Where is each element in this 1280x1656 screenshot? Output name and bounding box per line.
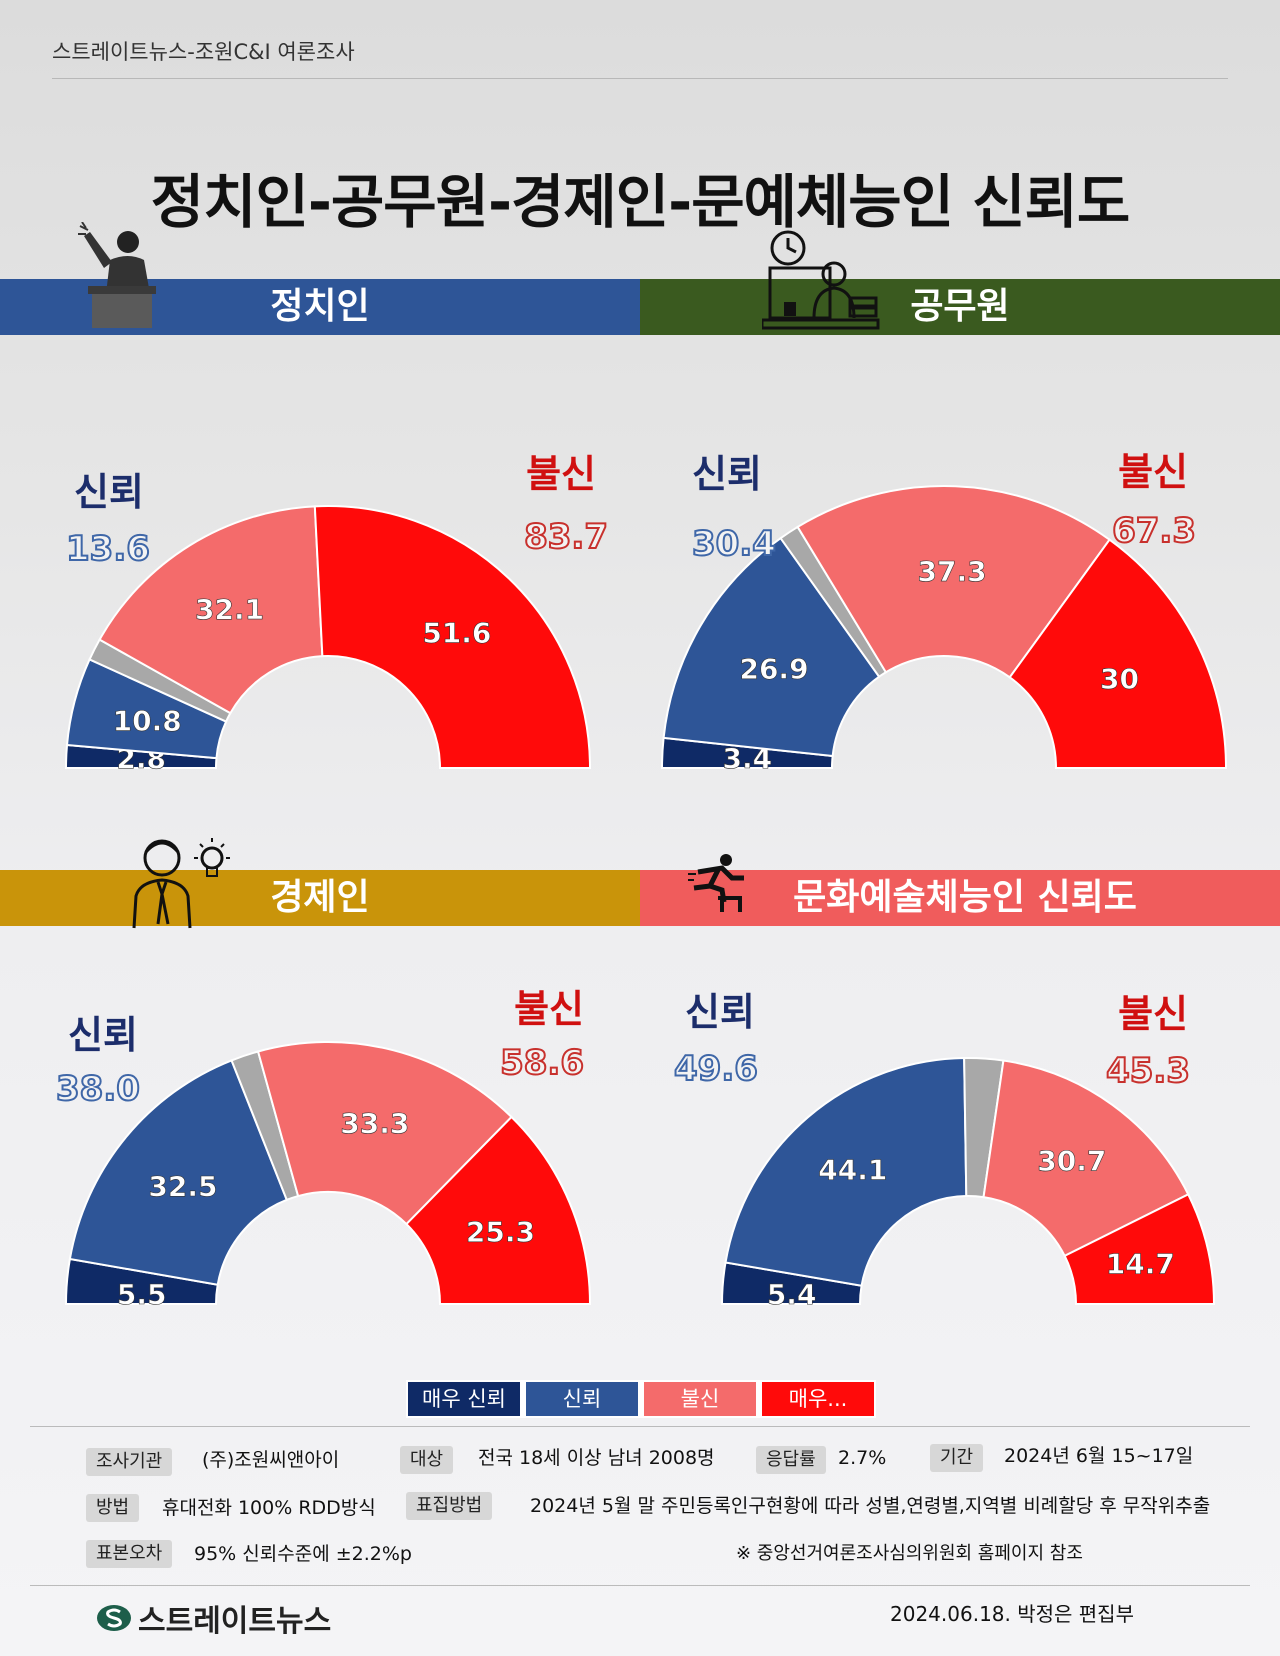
sampling-value: 2024년 5월 말 주민등록인구현황에 따라 성별,연령별,지역별 비례할당 …	[530, 1495, 1211, 1517]
band-label: 정치인	[270, 286, 370, 327]
footnote: ※ 중앙선거여론조사심의위원회 홈페이지 참조	[736, 1543, 1083, 1564]
data-label-very-distrust: 14.7	[1106, 1247, 1175, 1280]
slice-distrust	[98, 505, 324, 715]
trust-heading: 신뢰	[74, 470, 144, 514]
band-civil-servant: 공무원	[640, 279, 1280, 335]
distrust-heading: 불신	[526, 452, 596, 496]
org-value: (주)조원씨앤아이	[202, 1449, 340, 1471]
distrust-heading: 불신	[514, 987, 584, 1031]
brand-name: 스트레이트뉴스	[138, 1604, 332, 1639]
period-value: 2024년 6월 15~17일	[1004, 1445, 1194, 1467]
data-label-very-trust: 5.5	[117, 1278, 167, 1311]
legend-distrust: 불신	[644, 1382, 756, 1416]
band-businessman: 경제인	[0, 870, 640, 926]
slice-trust	[662, 536, 881, 758]
legend-trust: 신뢰	[526, 1382, 638, 1416]
error-label: 표본오차	[86, 1540, 173, 1568]
trust-total: 13.6	[66, 529, 150, 569]
sampling-label: 표집방법	[406, 1492, 493, 1520]
data-label-distrust: 30.7	[1037, 1145, 1106, 1178]
data-label-trust: 32.5	[148, 1170, 217, 1203]
header-divider	[52, 78, 1228, 79]
band-label: 공무원	[910, 286, 1010, 327]
slice-very-distrust	[1008, 538, 1228, 769]
data-label-trust: 44.1	[818, 1154, 887, 1187]
distrust-total: 67.3	[1112, 511, 1196, 551]
data-label-distrust: 32.1	[195, 593, 264, 626]
trust-heading: 신뢰	[68, 1013, 138, 1057]
rate-value: 2.7%	[838, 1447, 887, 1469]
distrust-total: 83.7	[524, 517, 608, 557]
slice-trust	[724, 1057, 968, 1287]
legend-very-trust: 매우 신뢰	[408, 1382, 520, 1416]
error-value: 95% 신뢰수준에 ±2.2%p	[194, 1543, 412, 1565]
slice-distrust	[982, 1059, 1190, 1258]
slice-very-distrust	[405, 1115, 592, 1305]
civil-servant-clock-icon	[762, 230, 880, 330]
data-label-very-distrust: 30	[1100, 662, 1139, 695]
trust-total: 30.4	[692, 524, 776, 564]
trust-total: 38.0	[56, 1069, 140, 1109]
footer-divider	[30, 1426, 1250, 1427]
method-label: 방법	[86, 1494, 140, 1522]
trust-heading: 신뢰	[685, 990, 755, 1034]
source-caption: 스트레이트뉴스-조원C&I 여론조사	[52, 40, 355, 64]
band-label: 경제인	[270, 877, 370, 918]
band-label: 문화예술체능인 신뢰도	[793, 877, 1137, 918]
data-label-distrust: 33.3	[340, 1107, 409, 1140]
band-arts-sports: 문화예술체능인 신뢰도	[640, 870, 1280, 926]
politician-speaker-icon	[78, 222, 156, 328]
distrust-total: 58.6	[500, 1043, 584, 1083]
data-label-distrust: 37.3	[918, 555, 987, 588]
data-label-very-trust: 5.4	[767, 1278, 817, 1311]
brand-logo: 스트레이트뉴스	[96, 1596, 331, 1640]
slice-distrust	[256, 1041, 513, 1226]
method-value: 휴대전화 100% RDD방식	[162, 1497, 376, 1519]
distrust-heading: 불신	[1118, 450, 1188, 494]
page-title: 정치인-공무원-경제인-문예체능인 신뢰도	[150, 168, 1131, 236]
slice-trust	[68, 1059, 289, 1286]
slice-very-distrust	[1063, 1193, 1216, 1305]
target-label: 대상	[400, 1446, 454, 1474]
org-label: 조사기관	[86, 1448, 173, 1476]
credit-line: 2024.06.18. 박정은 편집부	[890, 1602, 1134, 1626]
businessman-lightbulb-icon	[132, 838, 230, 929]
distrust-total: 45.3	[1106, 1051, 1190, 1091]
data-label-very-distrust: 25.3	[466, 1216, 535, 1249]
data-label-very-distrust: 51.6	[422, 616, 491, 649]
target-value: 전국 18세 이상 남녀 2008명	[478, 1447, 715, 1469]
slice-distrust	[796, 485, 1111, 679]
footer-divider	[30, 1585, 1250, 1586]
period-label: 기간	[930, 1444, 984, 1472]
data-label-trust: 26.9	[739, 652, 808, 685]
trust-total: 49.6	[674, 1049, 758, 1089]
data-label-trust: 10.8	[113, 704, 182, 737]
brand-logo-icon	[97, 1605, 131, 1631]
slice-very-distrust	[313, 505, 592, 769]
hurdle-runner-icon	[688, 854, 744, 912]
legend: 매우 신뢰 신뢰 불신 매우...	[406, 1380, 876, 1418]
rate-label: 응답률	[756, 1446, 826, 1474]
distrust-heading: 불신	[1118, 992, 1188, 1036]
legend-very-distrust: 매우...	[762, 1382, 874, 1416]
trust-heading: 신뢰	[692, 452, 762, 496]
